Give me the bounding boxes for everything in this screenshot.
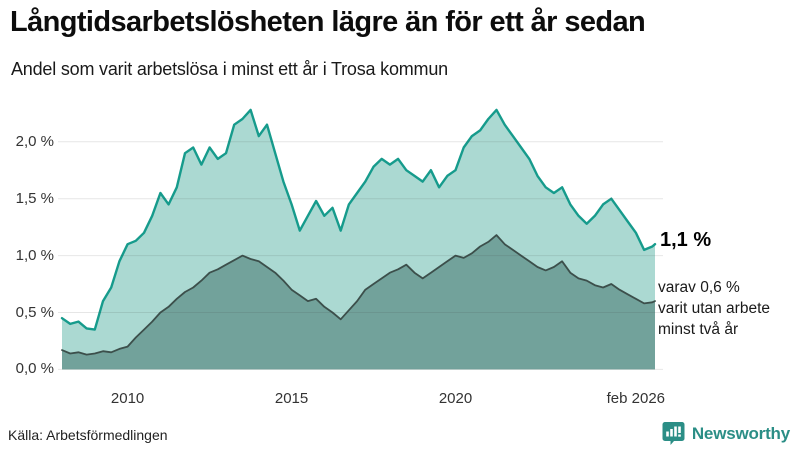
source-note: Källa: Arbetsförmedlingen bbox=[8, 427, 168, 443]
secondary-annotation: varav 0,6 % varit utan arbete minst två … bbox=[658, 277, 770, 340]
x-tick-label: 2010 bbox=[110, 390, 145, 407]
newsworthy-bar-chart-icon bbox=[662, 422, 685, 445]
secondary-annotation-line: varav 0,6 % bbox=[658, 279, 740, 296]
x-tick-label: 2020 bbox=[438, 390, 473, 407]
chart-subtitle: Andel som varit arbetslösa i minst ett å… bbox=[11, 59, 448, 79]
y-tick-label: 1,0 % bbox=[15, 246, 54, 264]
series-total-line bbox=[60, 108, 657, 331]
newsworthy-wordmark: Newsworthy bbox=[691, 423, 790, 443]
latest-value-label: 1,1 % bbox=[660, 229, 712, 251]
y-tick-label: 2,0 % bbox=[15, 132, 54, 150]
y-tick-label: 1,5 % bbox=[15, 189, 54, 207]
series-two-year-area bbox=[62, 235, 655, 370]
secondary-annotation-line: varit utan arbete bbox=[658, 300, 771, 317]
series-two-year-line bbox=[61, 234, 656, 356]
y-tick-label: 0,0 % bbox=[15, 360, 54, 378]
x-tick-label: feb 2026 bbox=[606, 390, 665, 407]
x-tick-label: 2015 bbox=[274, 390, 309, 407]
chart-title: Långtidsarbetslösheten lägre än för ett … bbox=[10, 6, 646, 38]
y-tick-label: 0,5 % bbox=[15, 303, 54, 321]
secondary-annotation-line: minst två år bbox=[658, 321, 739, 338]
newsworthy-logo: Newsworthy bbox=[662, 421, 790, 446]
